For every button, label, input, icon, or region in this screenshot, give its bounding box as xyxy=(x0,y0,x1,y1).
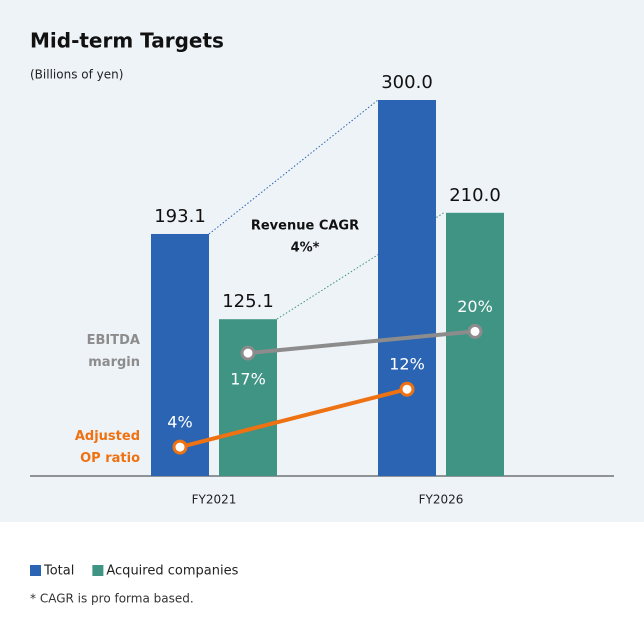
line xyxy=(247,329,476,356)
bar xyxy=(219,319,277,476)
footnote: * CAGR is pro forma based. xyxy=(30,592,194,606)
annotation: Revenue CAGR xyxy=(251,219,359,234)
value-label: 17% xyxy=(230,370,266,389)
cagr-guide xyxy=(208,99,379,235)
panel xyxy=(0,0,644,522)
series-label: Adjusted OP ratio xyxy=(75,429,140,466)
legend-swatch xyxy=(30,565,41,576)
x-tick-label: FY2026 xyxy=(419,493,464,507)
line-point xyxy=(467,323,483,339)
legend-label: Total xyxy=(43,564,74,579)
value-label: 300.0 xyxy=(381,72,433,93)
series-label: EBITDA margin xyxy=(87,333,140,370)
line-point xyxy=(240,345,256,361)
bar xyxy=(378,100,436,476)
chart-title: Mid-term Targets xyxy=(30,29,224,53)
line-point xyxy=(399,381,415,397)
bar xyxy=(446,212,504,477)
annotation: 4%* xyxy=(291,241,320,256)
value-label: 4% xyxy=(167,413,192,432)
bar xyxy=(151,233,209,476)
value-label: 12% xyxy=(389,355,425,374)
value-label: 125.1 xyxy=(222,291,274,312)
legend-swatch xyxy=(92,565,104,576)
value-label: 193.1 xyxy=(154,206,206,227)
line-point xyxy=(172,439,188,455)
value-label: 210.0 xyxy=(449,185,501,206)
legend-label: Acquired companies xyxy=(106,564,238,579)
x-tick-label: FY2021 xyxy=(192,493,237,507)
subtitle: (Billions of yen) xyxy=(30,68,123,82)
line xyxy=(179,387,408,450)
value-label: 20% xyxy=(457,297,493,316)
